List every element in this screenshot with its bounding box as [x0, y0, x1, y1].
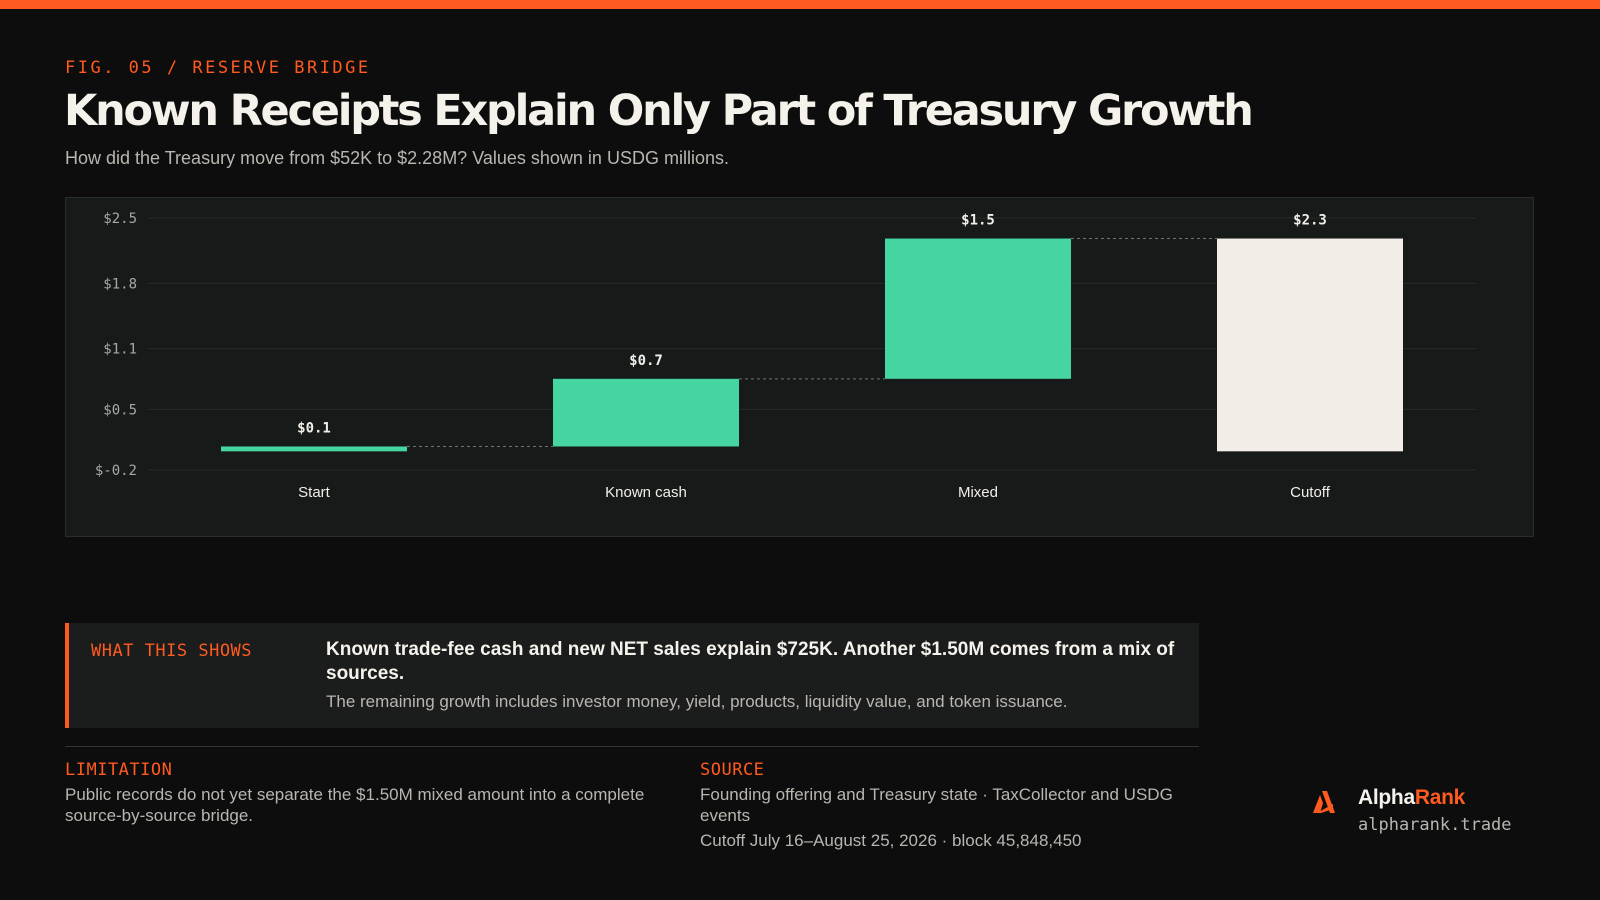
brand-url: alpharank.trade — [1358, 815, 1512, 835]
data-label: $1.5 — [961, 213, 995, 229]
source-label: SOURCE — [700, 760, 765, 780]
y-tick-label: $1.1 — [103, 342, 137, 358]
category-label: Known cash — [605, 484, 687, 501]
limitation-text: Public records do not yet separate the $… — [65, 785, 645, 825]
section-divider — [65, 746, 1199, 747]
data-label: $0.1 — [297, 420, 331, 436]
y-tick-label: $2.5 — [103, 211, 137, 227]
brand-name-part2: Rank — [1414, 786, 1465, 809]
waterfall-chart: $2.5 $1.8 $1.1 $0.5 $-0.2 $0.1 Start $0.7 Known … — [95, 211, 1476, 501]
waterfall-bar — [221, 446, 407, 452]
alpharank-logo-icon — [1313, 791, 1335, 813]
data-label: $0.7 — [629, 353, 663, 369]
y-tick-label: $1.8 — [103, 276, 137, 292]
callout-detail: The remaining growth includes investor m… — [326, 692, 1068, 711]
what-this-shows-callout: WHAT THIS SHOWS Known trade-fee cash and… — [65, 623, 1199, 728]
category-label: Cutoff — [1290, 484, 1331, 501]
page-title: Known Receipts Explain Only Part of Trea… — [64, 86, 1254, 136]
page-subtitle: How did the Treasury move from $52K to $… — [65, 148, 729, 168]
figure-kicker: FIG. 05 / RESERVE BRIDGE — [65, 58, 371, 78]
source-line-1: Founding offering and Treasury state · T… — [700, 785, 1173, 825]
y-tick-label: $0.5 — [103, 402, 137, 418]
source-line-2: Cutoff July 16–August 25, 2026 · block 4… — [700, 831, 1082, 850]
waterfall-chart-panel: $2.5 $1.8 $1.1 $0.5 $-0.2 $0.1 Start $0.7 Known … — [65, 197, 1534, 537]
waterfall-bar — [885, 238, 1071, 379]
brand-name: AlphaRank — [1358, 786, 1465, 810]
waterfall-bar — [553, 378, 739, 447]
data-label: $2.3 — [1293, 213, 1327, 229]
brand-name-part1: Alpha — [1358, 786, 1415, 809]
callout-headline: Known trade-fee cash and new NET sales e… — [326, 639, 1175, 684]
category-label: Mixed — [958, 484, 998, 501]
callout-label: WHAT THIS SHOWS — [91, 641, 253, 661]
y-tick-label: $-0.2 — [95, 463, 137, 479]
waterfall-bar — [1217, 238, 1403, 452]
category-label: Start — [298, 484, 331, 501]
accent-top-bar — [0, 0, 1600, 9]
limitation-label: LIMITATION — [65, 760, 173, 780]
